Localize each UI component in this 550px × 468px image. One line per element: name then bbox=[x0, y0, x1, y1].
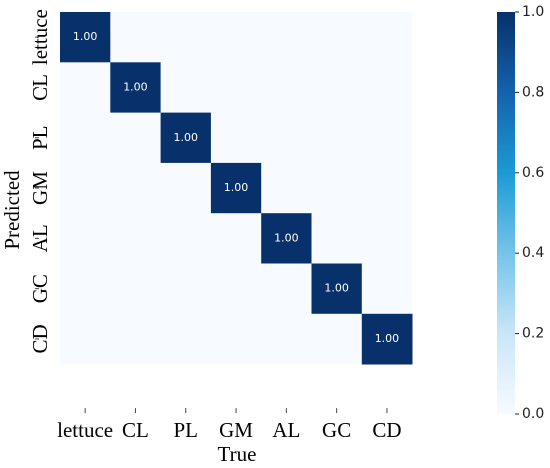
colorbar-tick-label: 0.2 bbox=[522, 326, 544, 342]
x-tick-label: GM bbox=[219, 418, 253, 442]
cell bbox=[210, 162, 262, 214]
colorbar-tick-label: 0.4 bbox=[522, 245, 544, 261]
y-tick-label: GM bbox=[28, 171, 52, 205]
x-tick-label: AL bbox=[272, 418, 300, 442]
cell-label: 1.00 bbox=[274, 231, 299, 244]
y-axis-label: Predicted bbox=[0, 170, 24, 250]
cell bbox=[160, 112, 212, 164]
cell bbox=[160, 263, 212, 315]
colorbar-tick-label: 0.8 bbox=[522, 84, 544, 100]
colorbar bbox=[497, 12, 515, 414]
y-tick-label: AL bbox=[28, 224, 52, 252]
cell-label: 1.00 bbox=[224, 181, 249, 194]
cell bbox=[210, 313, 262, 365]
cell bbox=[261, 162, 312, 214]
cell bbox=[60, 313, 111, 365]
cell bbox=[60, 12, 111, 63]
x-tick-label: PL bbox=[173, 418, 198, 442]
cell bbox=[361, 12, 413, 63]
cell bbox=[110, 62, 161, 113]
cell bbox=[311, 62, 363, 113]
cell bbox=[160, 62, 212, 113]
cell bbox=[311, 313, 363, 365]
cell bbox=[261, 313, 312, 365]
cell bbox=[361, 62, 413, 113]
y-tick-label: CL bbox=[28, 74, 52, 101]
x-tick-label: CL bbox=[122, 418, 149, 442]
cell bbox=[160, 313, 212, 365]
cell bbox=[60, 112, 111, 164]
cell bbox=[210, 213, 262, 264]
cell bbox=[311, 112, 363, 164]
x-tick-label: lettuce bbox=[57, 418, 113, 442]
cell bbox=[210, 62, 262, 113]
cell-label: 1.00 bbox=[324, 282, 349, 295]
cell-label: 1.00 bbox=[375, 332, 400, 345]
cell bbox=[210, 12, 262, 63]
cell bbox=[110, 162, 161, 214]
cell bbox=[311, 12, 363, 63]
cell bbox=[261, 62, 312, 113]
cell-label: 1.00 bbox=[123, 80, 148, 93]
cell-label: 1.00 bbox=[174, 131, 199, 144]
y-tick-label: GC bbox=[28, 274, 52, 303]
cell bbox=[110, 263, 161, 315]
cell bbox=[60, 213, 111, 264]
cell-label: 1.00 bbox=[73, 30, 98, 43]
cell bbox=[110, 213, 161, 264]
colorbar-tick-label: 1.0 bbox=[522, 4, 544, 20]
cell bbox=[361, 112, 413, 164]
cell bbox=[261, 213, 312, 264]
cell bbox=[261, 263, 312, 315]
y-tick-label: lettuce bbox=[28, 9, 52, 65]
cell bbox=[361, 313, 413, 365]
cell bbox=[160, 12, 212, 63]
cell bbox=[361, 162, 413, 214]
x-tick-label: CD bbox=[372, 418, 401, 442]
x-axis-label: True bbox=[218, 442, 257, 466]
cell bbox=[60, 263, 111, 315]
cell bbox=[160, 162, 212, 214]
cell bbox=[311, 263, 363, 315]
cell bbox=[361, 213, 413, 264]
cell bbox=[210, 263, 262, 315]
cell bbox=[361, 263, 413, 315]
x-tick-label: GC bbox=[322, 418, 351, 442]
cell bbox=[60, 162, 111, 214]
cell bbox=[261, 12, 312, 63]
y-tick-label: CD bbox=[28, 324, 52, 353]
cell bbox=[60, 62, 111, 113]
cell bbox=[110, 12, 161, 63]
cell bbox=[160, 213, 212, 264]
colorbar-tick-label: 0.6 bbox=[522, 165, 544, 181]
colorbar-tick-label: 0.0 bbox=[522, 406, 544, 422]
cell bbox=[261, 112, 312, 164]
cell bbox=[210, 112, 262, 164]
cell bbox=[311, 162, 363, 214]
cell bbox=[110, 112, 161, 164]
cell bbox=[311, 213, 363, 264]
y-tick-label: PL bbox=[28, 125, 52, 150]
cell bbox=[110, 313, 161, 365]
